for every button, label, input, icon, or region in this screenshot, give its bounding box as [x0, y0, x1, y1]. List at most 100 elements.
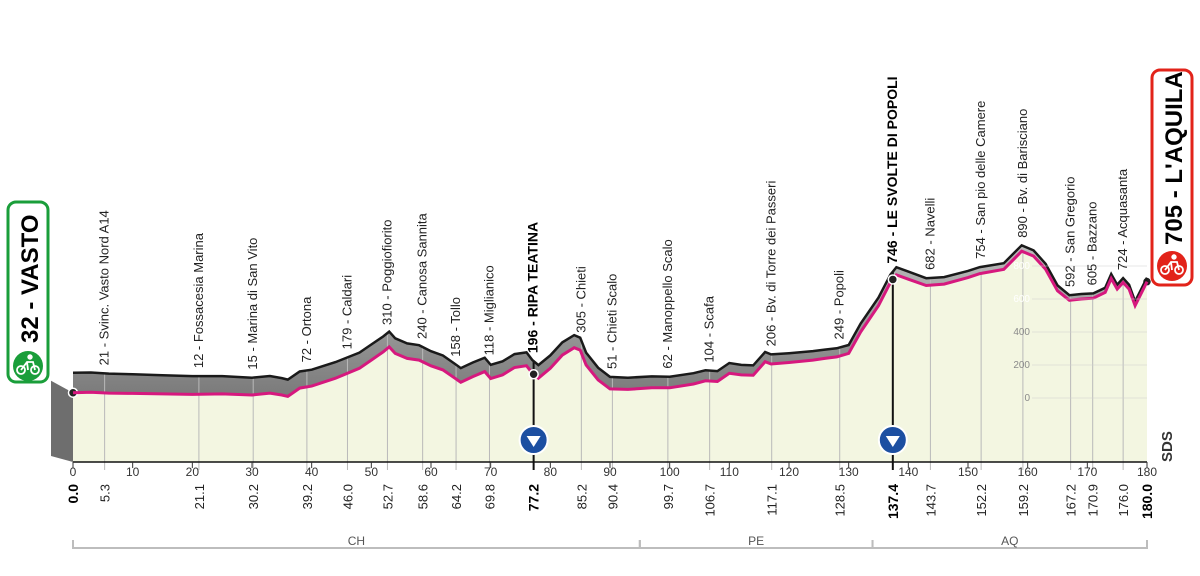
km-tick-label: 100	[660, 465, 680, 479]
waypoint-label: 72 - Ortona	[299, 296, 314, 363]
waypoint-labels: 21 - Svinc. Vasto Nord A14 12 - Fossacesi…	[97, 76, 1131, 369]
waypoint-label: 305 - Chieti	[573, 266, 588, 333]
distance-label: 58.6	[416, 484, 431, 509]
distance-label: 64.2	[449, 484, 464, 509]
waypoint-label: 62 - Manoppello Scalo	[660, 239, 675, 368]
climb-marker-arrow	[526, 436, 541, 447]
waypoint-label: 51 - Chieti Scalo	[604, 274, 619, 369]
km-tick-label: 30	[245, 465, 259, 479]
distance-label: 39.2	[300, 484, 315, 509]
distance-label: 117.1	[765, 484, 780, 516]
waypoint-label: 682 - Navelli	[922, 198, 937, 270]
waypoint-label: 724 - Acquasanta	[1115, 168, 1130, 270]
waypoint-label: 249 - Popoli	[832, 270, 847, 339]
cyclist-icon	[1160, 254, 1184, 275]
waypoint-label: 592 - San Gregorio	[1063, 176, 1078, 287]
waypoint-label: 890 - Bv. di Barisciano	[1015, 109, 1030, 238]
cyclist-icon	[16, 354, 40, 375]
waypoint-label: 605 - Bazzano	[1085, 202, 1100, 286]
altitude-tick-label: 0	[1024, 393, 1030, 404]
waypoint-label: 21 - Svinc. Vasto Nord A14	[97, 210, 112, 365]
altitude-tick-label: 200	[1013, 360, 1030, 371]
waypoint-label: 15 - Marina di San Vito	[245, 238, 260, 370]
waypoint-label: 240 - Canosa Sannita	[415, 212, 430, 339]
waypoint-label: 12 - Fossacesia Marina	[191, 232, 206, 368]
waypoint-label: 746 - LE SVOLTE DI POPOLI	[884, 76, 900, 263]
climb-summit-dot	[528, 368, 539, 380]
km-tick-label: 170	[1077, 465, 1097, 479]
km-tick-label: 40	[305, 465, 319, 479]
waypoint-label: 196 - RIPA TEATINA	[525, 222, 541, 353]
region-label: AQ	[1001, 534, 1018, 548]
km-tick-label: 50	[365, 465, 379, 479]
waypoint-label: 179 - Caldari	[339, 275, 354, 350]
climb-markers	[518, 274, 908, 455]
waypoint-label: 754 - San pio delle Camere	[973, 101, 988, 259]
region-label: CH	[348, 534, 365, 548]
sds-logo: SDS	[1159, 431, 1176, 462]
finish-badge: 705 - L'AQUILA	[1150, 68, 1194, 287]
distance-label: 170.9	[1086, 484, 1101, 517]
climb-summit-dot	[887, 274, 899, 285]
distance-label: 21.1	[192, 484, 207, 509]
waypoint-label: 206 - Bv. di Torre dei Passeri	[764, 181, 779, 347]
distance-label: 167.2	[1064, 484, 1079, 517]
km-tick-label: 130	[839, 465, 859, 479]
distance-label: 90.4	[605, 484, 620, 509]
distance-label: 159.2	[1016, 484, 1031, 517]
km-tick-label: 0	[70, 465, 77, 479]
distance-label: 69.8	[482, 484, 497, 509]
region-bracket	[871, 540, 1148, 549]
km-scale: 0 10 20 30 40 50 60 70 80 90 100 110 120 130 140 150 160…	[70, 462, 1157, 479]
distance-labels: 5.3 21.1 30.2 39.2 46.0 52.7 58.6 64.2 69.8 77.2 8…	[65, 484, 1155, 519]
distance-label: 46.0	[340, 484, 355, 509]
start-label: 32 - VASTO	[17, 215, 44, 343]
profile-left-wall	[51, 380, 73, 462]
km-tick-label: 160	[1018, 465, 1038, 479]
distance-label: 143.7	[923, 484, 938, 517]
waypoint-label: 104 - Scafa	[702, 295, 717, 362]
distance-label: 106.7	[703, 484, 718, 517]
climb-marker-arrow	[885, 436, 900, 447]
km-tick-label: 80	[544, 465, 558, 479]
profile-top-face	[73, 245, 1147, 397]
km-tick-label: 90	[603, 465, 617, 479]
profile-altitude-line	[72, 249, 1149, 399]
altitude-scale: 800 600 400 200 0	[1013, 261, 1147, 404]
waypoint-label: 310 - Poggiofiorito	[379, 220, 394, 326]
altitude-tick-label: 400	[1013, 327, 1030, 338]
distance-label: 128.5	[833, 484, 848, 517]
altitude-tick-label: 800	[1013, 261, 1030, 272]
km-tick-label: 150	[958, 465, 978, 479]
km-tick-label: 110	[720, 465, 739, 479]
finish-label: 705 - L'AQUILA	[1161, 71, 1188, 245]
distance-label: 99.7	[661, 484, 676, 509]
distance-label: 176.0	[1116, 484, 1131, 517]
km-tick-label: 20	[186, 465, 200, 479]
region-label: PE	[748, 534, 764, 548]
distance-label: 180.0	[1139, 484, 1155, 519]
waypoint-label: 118 - Miglianico	[481, 265, 496, 355]
profile-top-outline	[72, 243, 1149, 381]
altitude-tick-label: 600	[1013, 294, 1030, 305]
region-brackets: CH PE AQ	[72, 534, 1148, 549]
km-tick-label: 70	[484, 465, 498, 479]
waypoint-gridlines	[67, 245, 1153, 470]
km-tick-label: 140	[898, 465, 918, 479]
distance-label: 52.7	[380, 484, 395, 509]
distance-label: 85.2	[574, 484, 589, 509]
distance-label: 137.4	[885, 484, 901, 519]
start-badge: 32 - VASTO	[6, 200, 50, 384]
distance-label: 30.2	[246, 484, 261, 509]
km-tick-label: 180	[1137, 465, 1157, 479]
distance-label: 5.3	[98, 484, 113, 502]
km-tick-label: 120	[779, 465, 799, 479]
distance-label: 77.2	[526, 484, 542, 511]
distance-label: 0.0	[65, 484, 81, 504]
distance-label: 152.2	[974, 484, 989, 517]
waypoint-label: 158 - Tollo	[448, 297, 463, 357]
km-tick-label: 10	[126, 465, 140, 479]
km-tick-label: 60	[424, 465, 438, 479]
